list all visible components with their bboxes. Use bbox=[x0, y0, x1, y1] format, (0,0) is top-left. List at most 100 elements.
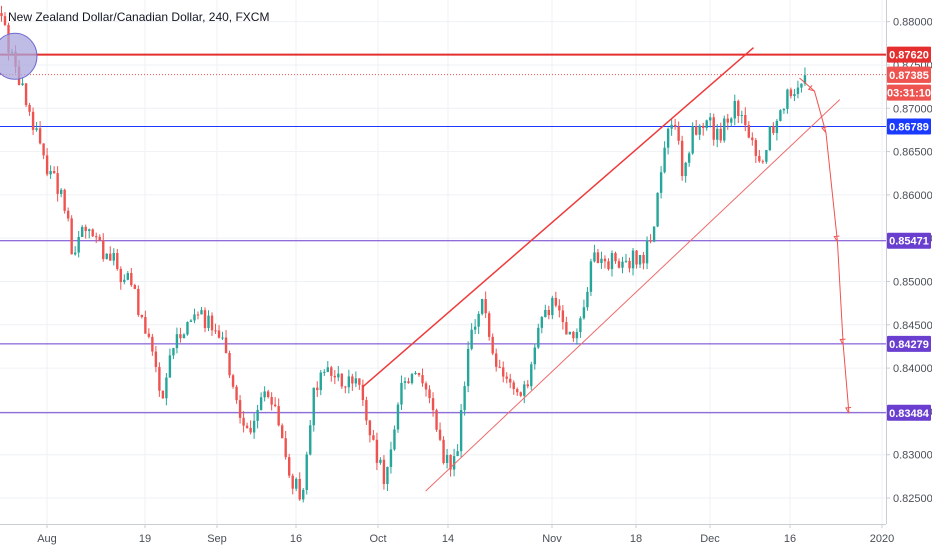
candle-body bbox=[270, 397, 273, 405]
candle-body bbox=[323, 371, 326, 373]
candle-body bbox=[540, 317, 544, 328]
time-tick-label: 16 bbox=[784, 533, 796, 545]
candle-body bbox=[607, 261, 610, 270]
candle-body bbox=[140, 314, 144, 318]
candle-body bbox=[361, 384, 365, 401]
candle-body bbox=[691, 126, 694, 154]
candle-body bbox=[603, 258, 607, 262]
candle-body bbox=[459, 410, 463, 452]
candle-body bbox=[744, 114, 747, 126]
projection-segment[interactable] bbox=[825, 132, 838, 242]
candle-body bbox=[758, 155, 761, 162]
candle-body bbox=[88, 229, 91, 231]
candle-body bbox=[768, 126, 772, 151]
price-label-box bbox=[887, 66, 931, 83]
price-tick-label: 0.88000 bbox=[893, 17, 932, 29]
candle-body bbox=[333, 375, 337, 378]
candle-body bbox=[523, 384, 526, 396]
trend-channel-line[interactable] bbox=[425, 99, 841, 492]
candle-body bbox=[526, 384, 529, 387]
time-axis[interactable]: Aug 19 Sep 16 Oct 14 Nov 18 Dec 16 2020 bbox=[37, 524, 894, 545]
candle-body bbox=[659, 172, 663, 193]
candle-body bbox=[3, 16, 7, 25]
trend-channel-line[interactable] bbox=[361, 47, 754, 388]
candle-body bbox=[372, 435, 375, 440]
candle-body bbox=[551, 297, 554, 316]
candle-body bbox=[772, 126, 775, 133]
projection-segment[interactable] bbox=[836, 241, 844, 345]
candle-body bbox=[319, 372, 322, 391]
candle-body bbox=[235, 386, 238, 401]
time-tick-label: 2020 bbox=[870, 533, 894, 545]
candle-body bbox=[284, 438, 287, 458]
candle-body bbox=[498, 366, 501, 368]
time-tick-label: 18 bbox=[630, 533, 642, 545]
candle-body bbox=[452, 456, 456, 470]
time-tick-label: Dec bbox=[700, 533, 720, 545]
candle-body bbox=[586, 291, 589, 308]
candle-body bbox=[470, 329, 473, 349]
projection-segment[interactable] bbox=[842, 344, 850, 414]
candle-body bbox=[130, 273, 133, 286]
candle-body bbox=[298, 478, 301, 500]
candle-body bbox=[193, 314, 196, 321]
candle-body bbox=[165, 377, 168, 399]
horizontal-levels[interactable] bbox=[0, 53, 886, 414]
candle-body bbox=[344, 386, 347, 388]
candle-body bbox=[280, 425, 284, 439]
candle-body bbox=[638, 254, 642, 265]
candle-body bbox=[631, 250, 635, 269]
drawings[interactable] bbox=[0, 32, 852, 492]
candle-body bbox=[730, 118, 733, 123]
candle-body bbox=[494, 353, 498, 367]
candle-body bbox=[663, 147, 666, 173]
candle-body bbox=[628, 260, 631, 269]
candle-body bbox=[302, 489, 305, 500]
candle-body bbox=[687, 153, 691, 163]
candle-body bbox=[330, 367, 333, 376]
price-label: 0.87620 bbox=[889, 50, 929, 62]
candle-body bbox=[98, 236, 101, 241]
candle-body bbox=[442, 439, 445, 463]
candle-body bbox=[273, 404, 277, 407]
candle-body bbox=[656, 192, 659, 227]
candle-body bbox=[31, 111, 35, 130]
time-tick-label: Oct bbox=[369, 533, 386, 545]
candle-body bbox=[684, 162, 687, 177]
candle-body bbox=[593, 252, 596, 262]
candle-body bbox=[95, 236, 98, 238]
candle-body bbox=[196, 314, 200, 316]
candle-body bbox=[512, 382, 515, 390]
candle-body bbox=[312, 387, 315, 426]
highlight-circle[interactable] bbox=[0, 32, 38, 80]
candle-body bbox=[716, 128, 719, 140]
projection-segment[interactable] bbox=[813, 90, 827, 133]
candle-body bbox=[73, 252, 77, 255]
candle-body bbox=[28, 105, 31, 112]
time-tick-label: 14 bbox=[442, 533, 454, 545]
candle-body bbox=[403, 381, 407, 383]
candle-body bbox=[779, 110, 782, 121]
price-label-box bbox=[887, 46, 931, 63]
candle-body bbox=[238, 400, 242, 418]
candle-body bbox=[635, 250, 638, 265]
candle-body bbox=[544, 309, 547, 318]
grid-layer bbox=[0, 0, 886, 524]
candle-body bbox=[24, 83, 28, 106]
projection-segment[interactable] bbox=[799, 77, 815, 92]
candle-body bbox=[151, 336, 154, 352]
candle-body bbox=[509, 378, 512, 383]
projection-arrowhead bbox=[839, 338, 846, 345]
candle-body bbox=[466, 348, 470, 387]
candle-body bbox=[266, 391, 270, 398]
candle-body bbox=[487, 313, 491, 337]
price-label-box bbox=[887, 335, 931, 352]
candle-body bbox=[189, 320, 193, 322]
candle-body bbox=[723, 118, 726, 141]
candle-body bbox=[21, 83, 24, 86]
candle-body bbox=[414, 372, 417, 375]
candle-body bbox=[91, 229, 94, 237]
candle-body bbox=[701, 125, 705, 129]
candle-body bbox=[712, 117, 715, 140]
